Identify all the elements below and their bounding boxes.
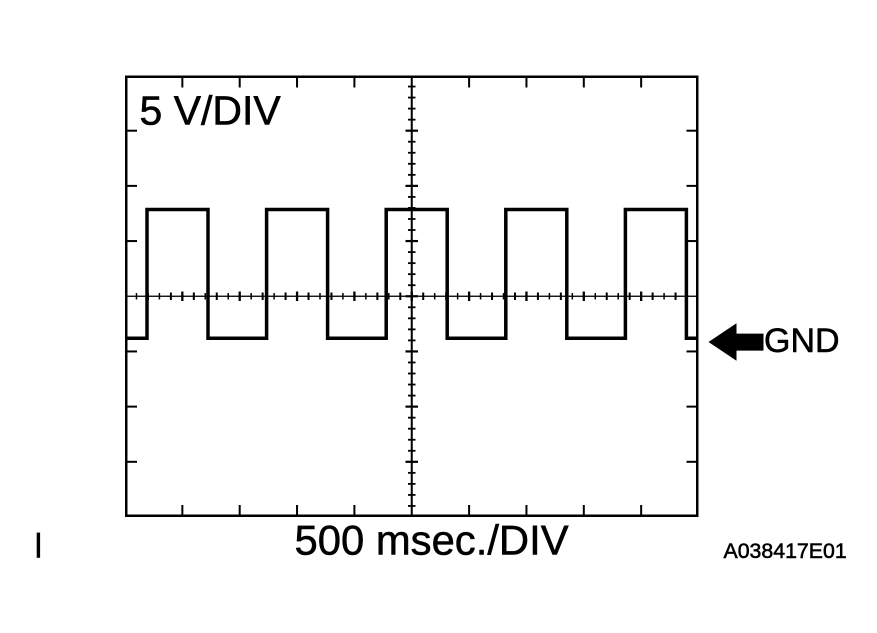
svg-text:5 V/DIV: 5 V/DIV xyxy=(140,88,282,134)
svg-text:A038417E01: A038417E01 xyxy=(724,539,847,563)
svg-text:GND: GND xyxy=(764,322,840,360)
svg-text:500 msec./DIV: 500 msec./DIV xyxy=(295,517,569,564)
